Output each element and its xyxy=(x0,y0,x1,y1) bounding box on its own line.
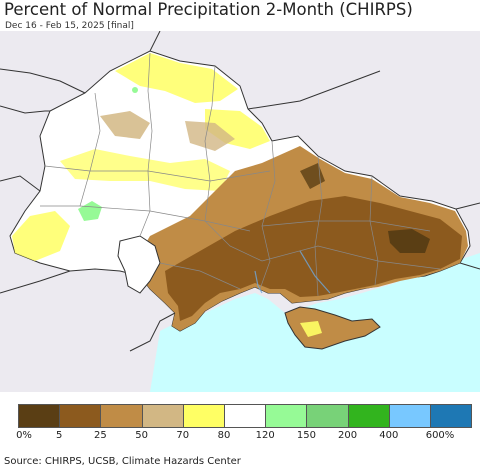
precipitation-map xyxy=(0,31,480,392)
map-subtitle: Dec 16 - Feb 15, 2025 [final] xyxy=(5,21,134,31)
zone-70-80-north xyxy=(115,53,238,103)
legend-label: 600% xyxy=(425,430,455,441)
moldova xyxy=(117,235,161,294)
country-borders xyxy=(0,31,480,352)
legend-swatch xyxy=(183,405,225,427)
legend-swatch xyxy=(101,405,143,427)
crimea xyxy=(284,306,381,350)
source-credit: Source: CHIRPS, UCSB, Climate Hazards Ce… xyxy=(4,456,241,467)
legend-swatch xyxy=(19,405,61,427)
crimea-yellow xyxy=(300,321,322,337)
legend-label: 400 xyxy=(379,430,399,441)
legend-swatch xyxy=(430,405,472,427)
legend-label: 5 xyxy=(56,430,63,441)
legend-swatch xyxy=(142,405,184,427)
legend-label: 25 xyxy=(94,430,107,441)
legend-swatch xyxy=(224,405,267,427)
legend-label: 50 xyxy=(135,430,148,441)
zone-50-70-northwest xyxy=(100,111,150,139)
legend-color-bar xyxy=(18,404,473,428)
zone-70-80-center xyxy=(60,149,230,191)
legend-swatch xyxy=(60,405,102,427)
legend-label: 0% xyxy=(16,430,32,441)
rivers xyxy=(254,250,331,294)
zone-150-200-north xyxy=(132,87,138,93)
legend-label: 120 xyxy=(255,430,275,441)
zone-0-5-southeast xyxy=(388,229,430,253)
legend-swatch xyxy=(307,405,349,427)
legend-label: 70 xyxy=(176,430,190,441)
zone-50-70-north xyxy=(185,121,235,151)
zone-0-5-north xyxy=(300,163,325,189)
legend-swatch xyxy=(389,405,431,427)
legend-label: 150 xyxy=(296,430,316,441)
zone-5-25-core xyxy=(165,196,462,321)
legend-label: 80 xyxy=(217,430,231,441)
oblast-boundaries xyxy=(40,52,441,297)
legend-label: 200 xyxy=(338,430,358,441)
legend-swatch xyxy=(348,405,390,427)
zone-70-80-west xyxy=(12,211,70,261)
map-title: Percent of Normal Precipitation 2-Month … xyxy=(4,0,413,19)
legend-swatch xyxy=(266,405,308,427)
